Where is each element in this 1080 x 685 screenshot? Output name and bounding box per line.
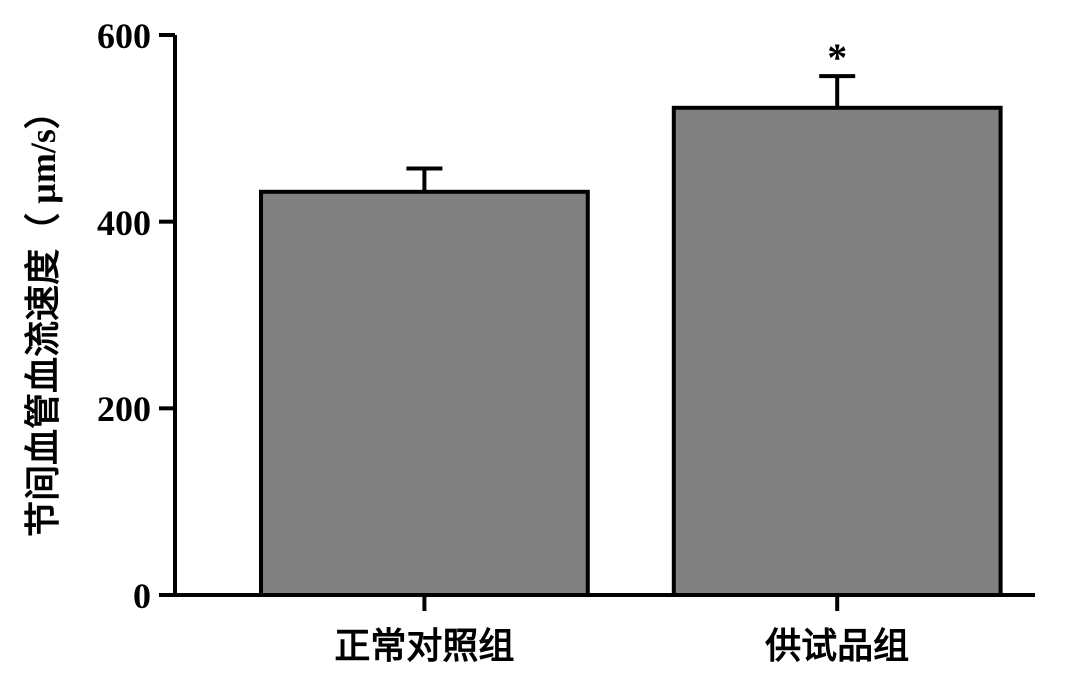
significance-marker-1: * <box>807 34 867 81</box>
y-axis-label: 节间血管血流速度（ µm/s） <box>14 93 66 537</box>
bar-0 <box>261 192 588 595</box>
y-tick-label-1: 200 <box>97 388 151 430</box>
bar-chart: 节间血管血流速度（ µm/s） 正常对照组 * 供试品组 0 200 400 600 <box>0 0 1080 685</box>
y-tick-label-0: 0 <box>133 575 151 617</box>
y-axis-label-container: 节间血管血流速度（ µm/s） <box>10 35 70 595</box>
bar-1 <box>674 108 1001 595</box>
chart-svg <box>0 0 1080 685</box>
x-category-label-1: 供试品组 <box>687 617 987 669</box>
y-tick-label-2: 400 <box>97 202 151 244</box>
x-category-label-0: 正常对照组 <box>274 617 574 669</box>
y-tick-label-3: 600 <box>97 15 151 57</box>
